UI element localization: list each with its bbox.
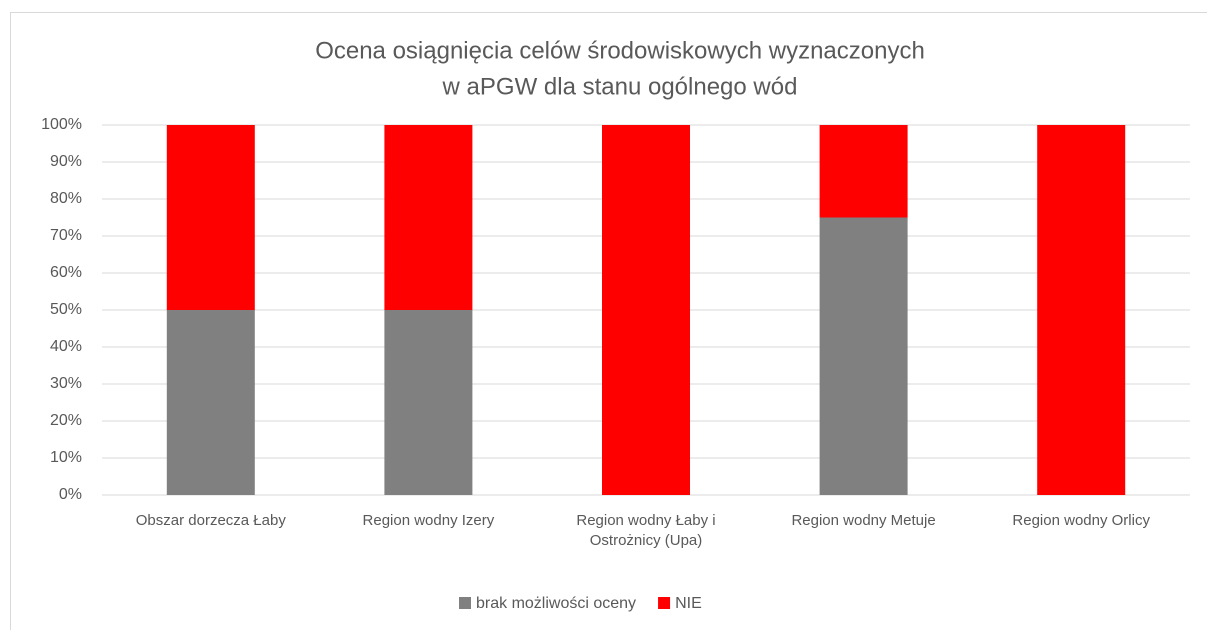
legend-label: brak możliwości oceny xyxy=(476,595,636,612)
bar-segment xyxy=(384,125,473,310)
x-tick-label: Region wodny Łaby i Ostrożnicy (Upa) xyxy=(576,512,716,549)
bar-segment xyxy=(819,125,908,218)
y-tick-label: 50% xyxy=(50,301,82,318)
y-tick-label: 30% xyxy=(50,375,82,392)
legend-swatch xyxy=(459,597,471,609)
y-tick-label: 90% xyxy=(50,153,82,170)
y-tick-label: 80% xyxy=(50,190,82,207)
y-tick-label: 60% xyxy=(50,264,82,281)
bar-segment xyxy=(384,310,473,495)
x-tick-label: Region wodny Izery xyxy=(362,512,495,529)
x-tick-label: Obszar dorzecza Łaby xyxy=(135,512,286,529)
bar-segment xyxy=(602,125,690,495)
chart-border xyxy=(10,12,1207,630)
bar-segment xyxy=(819,217,908,495)
bar-segment xyxy=(1037,125,1126,495)
x-tick-label: Region wodny Orlicy xyxy=(1012,512,1150,529)
y-tick-label: 100% xyxy=(41,116,82,133)
x-tick-label: Region wodny Metuje xyxy=(791,512,936,529)
chart-title: Ocena osiągnięcia celów środowiskowych w… xyxy=(315,37,925,64)
legend-swatch xyxy=(658,597,671,609)
chart-title: w aPGW dla stanu ogólnego wód xyxy=(442,73,798,100)
y-tick-label: 20% xyxy=(50,412,82,429)
bar-segment xyxy=(166,310,255,495)
y-tick-label: 70% xyxy=(50,227,82,244)
y-tick-label: 0% xyxy=(59,486,82,503)
bar-segment xyxy=(166,125,255,310)
y-tick-label: 10% xyxy=(50,449,82,466)
y-tick-label: 40% xyxy=(50,338,82,355)
legend-label: NIE xyxy=(675,595,702,612)
